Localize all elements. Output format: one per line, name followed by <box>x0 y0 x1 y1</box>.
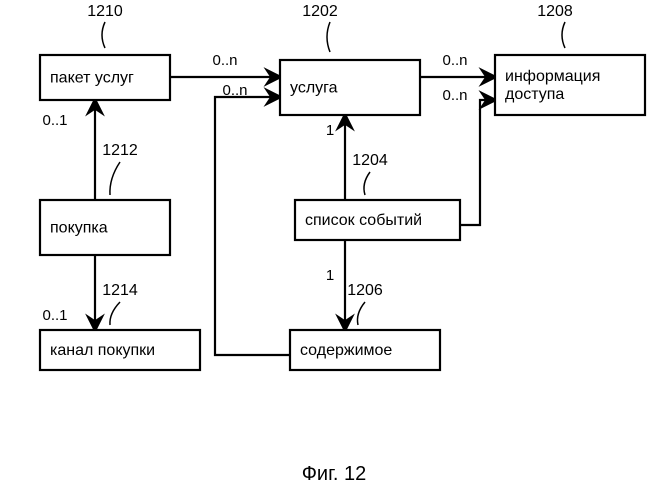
node-label-channel: канал покупки <box>50 342 155 359</box>
ref-lead-purchase <box>110 162 120 195</box>
edge-label: 0..1 <box>42 307 67 324</box>
ref-lead-service <box>327 22 330 52</box>
ref-channel: 1214 <box>102 282 138 299</box>
node-access <box>495 55 645 115</box>
ref-lead-content <box>357 302 365 325</box>
node-label-service: услуга <box>290 80 338 97</box>
node-label-purchase: покупка <box>50 220 108 237</box>
edge-label: 1 <box>326 267 334 284</box>
figure-caption: Фиг. 12 <box>302 463 367 485</box>
edge <box>215 97 290 355</box>
node-label-eventlist: список событий <box>305 212 422 229</box>
ref-lead-channel <box>110 302 120 325</box>
node-label-access: доступа <box>505 86 564 103</box>
ref-access: 1208 <box>537 3 573 20</box>
node-label-packet: пакет услуг <box>50 70 134 87</box>
edge <box>460 100 495 225</box>
edge-label: 0..n <box>442 52 467 69</box>
edge-label: 0..n <box>222 82 247 99</box>
ref-lead-packet <box>102 22 105 48</box>
ref-packet: 1210 <box>87 3 123 20</box>
edge-label: 0..1 <box>42 112 67 129</box>
node-label-access: информация <box>505 68 600 85</box>
ref-content: 1206 <box>347 282 383 299</box>
ref-service: 1202 <box>302 3 338 20</box>
ref-lead-access <box>562 22 565 48</box>
node-label-content: содержимое <box>300 342 392 359</box>
edge-label: 0..n <box>442 87 467 104</box>
ref-eventlist: 1204 <box>352 152 388 169</box>
edge-label: 1 <box>326 122 334 139</box>
edge-label: 0..n <box>212 52 237 69</box>
ref-purchase: 1212 <box>102 142 138 159</box>
ref-lead-eventlist <box>364 172 370 195</box>
